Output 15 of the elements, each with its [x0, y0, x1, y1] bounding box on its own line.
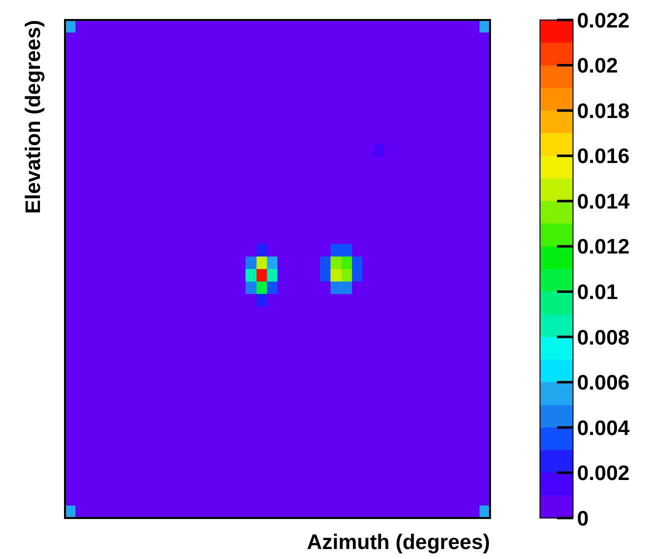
color-bar-label: 0.014 [577, 190, 630, 214]
color-bar-label: 0.016 [577, 145, 630, 168]
color-bar-label: 0.02 [577, 54, 618, 78]
color-bar-label: 0 [577, 507, 589, 530]
colorbar: 0 0.002 0.004 0.006 0.008 0.01 0.012 0.014 0.016 0.018 0.02 0.022 [540, 9, 630, 530]
x-axis-title: Azimuth (degrees) [306, 531, 490, 554]
color-bar-label: 0.002 [577, 462, 630, 486]
color-bar-label: 0.008 [577, 326, 630, 350]
color-bar-label: 0.022 [577, 9, 630, 32]
color-bar-label: 0.012 [577, 236, 630, 259]
color-bar-label: 0.018 [577, 100, 630, 123]
color-bar-label: 0.004 [577, 416, 630, 440]
color-bar-label: 0.01 [577, 280, 618, 304]
color-bar-label: 0.006 [577, 372, 630, 395]
y-axis-title: Elevation (degrees) [22, 20, 45, 214]
